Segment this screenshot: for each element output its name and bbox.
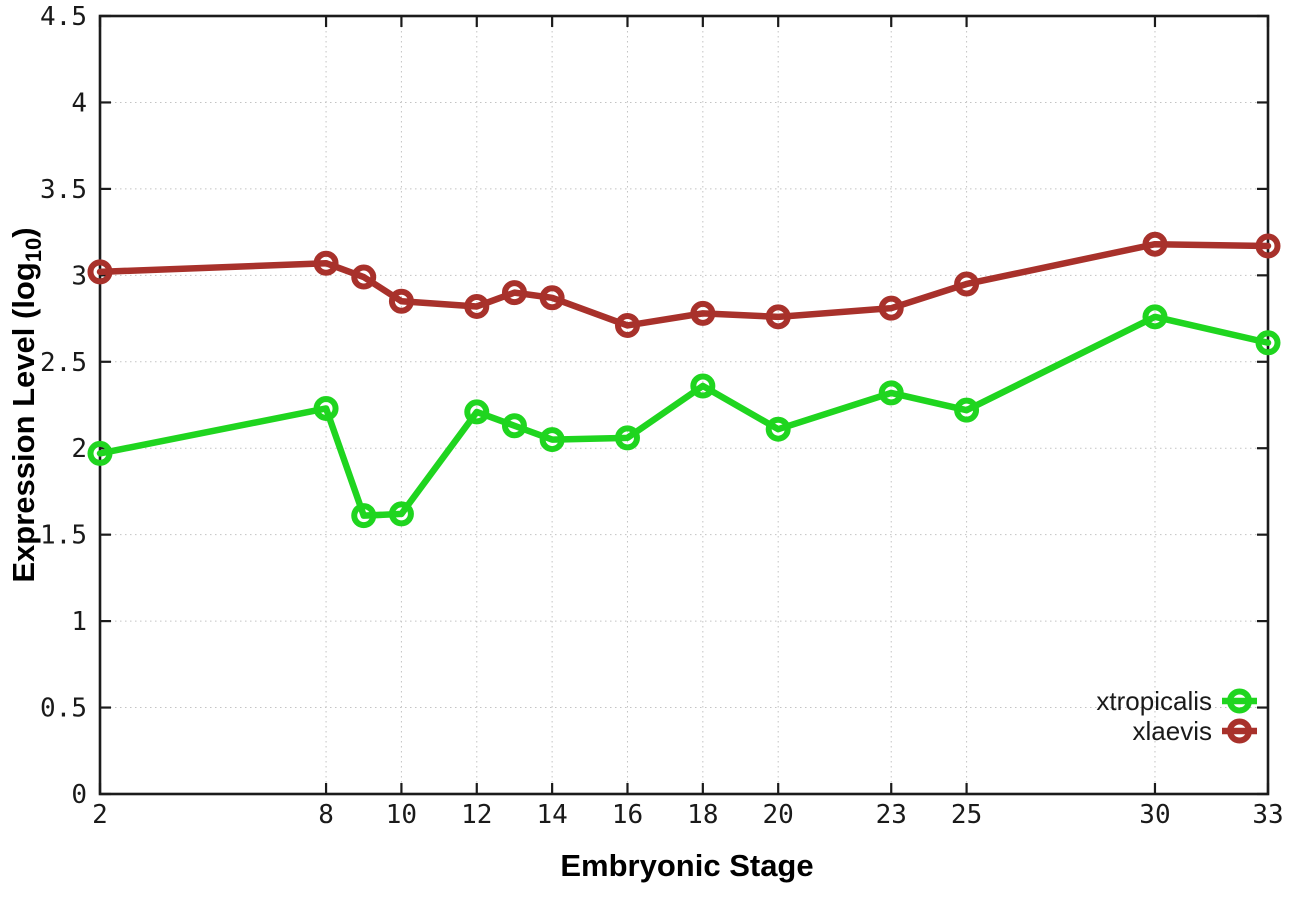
x-tick-label: 23 xyxy=(876,800,907,830)
x-axis-title: Embryonic Stage xyxy=(560,848,813,883)
data-point xyxy=(539,427,565,453)
y-tick-label: 3 xyxy=(71,261,87,291)
data-point xyxy=(87,440,113,466)
legend-marker-icon xyxy=(1227,688,1252,714)
legend-entry-xtropicalis: xtropicalis xyxy=(1096,686,1257,716)
y-tick-label: 3.5 xyxy=(40,175,87,205)
data-point xyxy=(614,425,640,451)
data-point xyxy=(501,413,527,439)
data-point xyxy=(539,285,565,311)
data-point xyxy=(690,373,716,399)
data-point xyxy=(313,250,339,276)
legend-label: xlaevis xyxy=(1133,716,1212,746)
tick-marks xyxy=(98,14,1270,796)
x-tick-label: 14 xyxy=(536,800,567,830)
x-tick-label: 30 xyxy=(1139,800,1170,830)
y-tick-label: 2.5 xyxy=(40,348,87,378)
x-tick-label: 20 xyxy=(763,800,794,830)
data-point xyxy=(388,288,414,314)
data-point xyxy=(954,271,980,297)
data-point xyxy=(87,259,113,285)
data-point xyxy=(1255,233,1281,259)
data-point xyxy=(954,397,980,423)
y-tick-label: 4 xyxy=(71,88,87,118)
y-axis-title: Expression Level (log10) xyxy=(6,227,46,582)
y-tick-label: 1 xyxy=(71,607,87,637)
y-tick-label: 0 xyxy=(71,780,87,810)
data-point xyxy=(501,280,527,306)
data-point xyxy=(313,395,339,421)
x-tick-label: 10 xyxy=(386,800,417,830)
data-point xyxy=(1142,304,1168,330)
x-tick-label: 25 xyxy=(951,800,982,830)
data-point xyxy=(464,293,490,319)
legend-marker-icon xyxy=(1227,718,1252,744)
data-point xyxy=(878,380,904,406)
gridlines xyxy=(99,15,1269,795)
data-point xyxy=(765,416,791,442)
series-xlaevis xyxy=(87,231,1281,338)
data-point xyxy=(464,399,490,425)
data-point xyxy=(351,503,377,529)
y-tick-label: 0.5 xyxy=(40,694,87,724)
data-point xyxy=(878,295,904,321)
data-point xyxy=(614,312,640,338)
data-point xyxy=(351,264,377,290)
legend-entry-xlaevis: xlaevis xyxy=(1133,716,1257,746)
y-tick-label: 2 xyxy=(71,434,87,464)
series-line xyxy=(96,313,1272,519)
data-point xyxy=(1255,330,1281,356)
data-point xyxy=(1142,231,1168,257)
x-tick-label: 18 xyxy=(687,800,718,830)
y-tick-label: 1.5 xyxy=(40,521,87,551)
series-xtropicalis xyxy=(87,304,1281,529)
data-point xyxy=(690,300,716,326)
x-tick-label: 33 xyxy=(1252,800,1283,830)
x-tick-label: 8 xyxy=(318,800,334,830)
x-tick-label: 12 xyxy=(461,800,492,830)
legend-label: xtropicalis xyxy=(1096,686,1212,716)
data-point xyxy=(765,304,791,330)
y-tick-label: 4.5 xyxy=(40,2,87,32)
series-line xyxy=(96,240,1272,329)
plot-border xyxy=(98,14,1270,796)
data-point xyxy=(388,501,414,527)
x-tick-label: 16 xyxy=(612,800,643,830)
x-tick-label: 2 xyxy=(92,800,108,830)
